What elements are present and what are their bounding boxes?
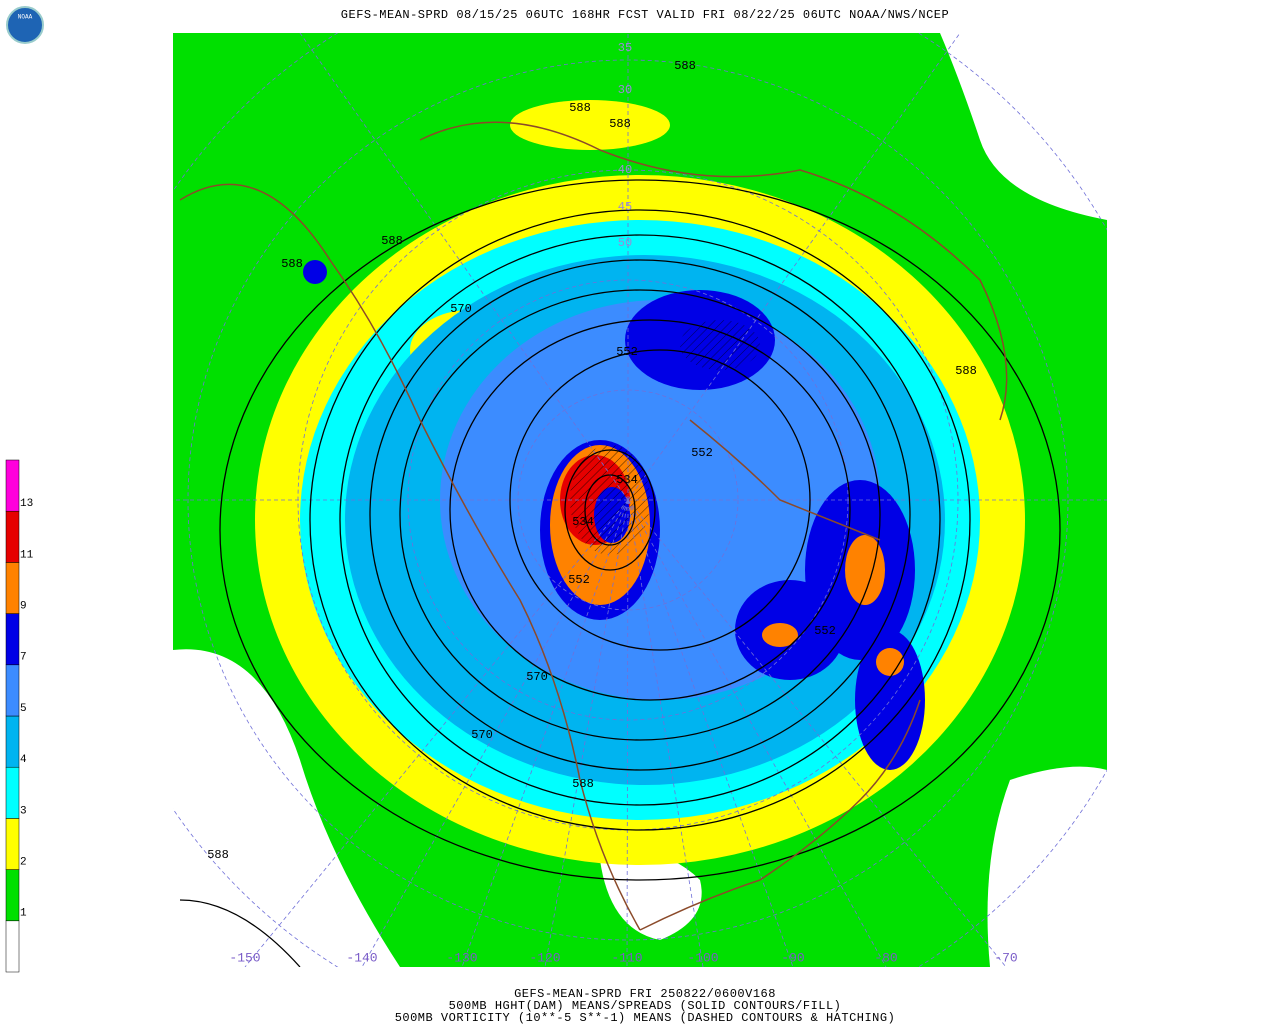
contour-label: 552	[616, 345, 638, 359]
contour-label: 570	[471, 728, 493, 742]
contour-label: 588	[674, 59, 696, 73]
latitude-labels: 35 30 40 45 50	[618, 41, 632, 250]
graticule	[173, 33, 1107, 967]
colorbar-label: 1	[20, 908, 27, 920]
longitude-label: -140	[346, 950, 377, 965]
fill-orange	[876, 648, 904, 676]
longitude-label: -100	[687, 950, 718, 965]
footer-line: 500MB HGHT(DAM) MEANS/SPREADS (SOLID CON…	[449, 999, 842, 1013]
latitude-label: 50	[618, 236, 632, 250]
longitude-label: -80	[874, 950, 897, 965]
fill-yellow	[510, 100, 670, 150]
colorbar-label: 5	[20, 703, 27, 715]
map	[173, 33, 1107, 967]
contour-label: 588	[281, 257, 303, 271]
colorbar-segment	[5, 613, 20, 666]
fill-blue	[855, 630, 925, 770]
colorbar-segment	[5, 869, 20, 922]
colorbar-label: 9	[20, 601, 27, 613]
fill-blue	[303, 260, 327, 284]
colorbar-label: 7	[20, 652, 27, 664]
colorbar-label: 4	[20, 754, 27, 766]
contour-label: 552	[814, 624, 836, 638]
colorbar-label: 11	[20, 549, 34, 561]
colorbar-segment	[5, 818, 20, 870]
contour-label: 588	[955, 364, 977, 378]
contour-label: 534	[616, 473, 638, 487]
colorbar-label: 3	[20, 805, 27, 817]
colorbar-segment	[5, 920, 20, 973]
colorbar-segment	[5, 766, 20, 819]
fill-white	[173, 649, 400, 967]
colorbar-segment	[5, 459, 20, 512]
contour-label: 588	[569, 101, 591, 115]
colorbar-segment	[5, 510, 20, 563]
contour-label: 588	[381, 234, 403, 248]
longitude-label: -130	[446, 950, 477, 965]
contour-label: 570	[526, 670, 548, 684]
longitude-label: -120	[529, 950, 560, 965]
footer-line: GEFS-MEAN-SPRD FRI 250822/0600V168	[514, 987, 776, 1001]
contour-label: 588	[609, 117, 631, 131]
contour-label: 552	[568, 573, 590, 587]
colorbar-label: 13	[20, 498, 33, 510]
colorbar-label: 2	[20, 857, 27, 869]
title: GEFS-MEAN-SPRD 08/15/25 06UTC 168HR FCST…	[341, 8, 949, 22]
contour-label: 588	[207, 848, 229, 862]
colorbar: 1 2 3 4 5 7 9 11 13	[5, 459, 34, 973]
latitude-label: 30	[618, 83, 632, 97]
latitude-label: 40	[618, 163, 632, 177]
contour-label: 534	[572, 515, 594, 529]
contour-label: 552	[691, 446, 713, 460]
footer-line: 500MB VORTICITY (10**-5 S**-1) MEANS (DA…	[395, 1011, 896, 1024]
colorbar-segment	[5, 562, 20, 614]
logo	[6, 6, 44, 44]
colorbar-segment	[5, 664, 20, 717]
coastlines	[179, 121, 1008, 931]
contour-labels: 588 588 588 588 588 588 588 588 570 570 …	[207, 59, 977, 862]
longitude-label: -90	[781, 950, 804, 965]
hatching	[680, 320, 760, 370]
longitude-label: -110	[611, 950, 642, 965]
logo-text: NOAA	[18, 14, 33, 21]
longitude-labels: -150 -140 -130 -120 -110 -100 -90 -80 -70	[229, 950, 1017, 965]
latitude-label: 35	[618, 41, 632, 55]
fill-orange	[762, 623, 798, 647]
contour-label: 570	[450, 302, 472, 316]
longitude-label: -70	[994, 950, 1017, 965]
fill-white	[600, 853, 702, 940]
fill-orange	[845, 535, 885, 605]
longitude-label: -150	[229, 950, 260, 965]
latitude-label: 45	[618, 200, 632, 214]
height-contours	[179, 179, 1061, 967]
fill-white	[987, 766, 1107, 967]
colorbar-segment	[5, 715, 20, 768]
fill-white	[940, 33, 1107, 220]
contour-label: 588	[572, 777, 594, 791]
